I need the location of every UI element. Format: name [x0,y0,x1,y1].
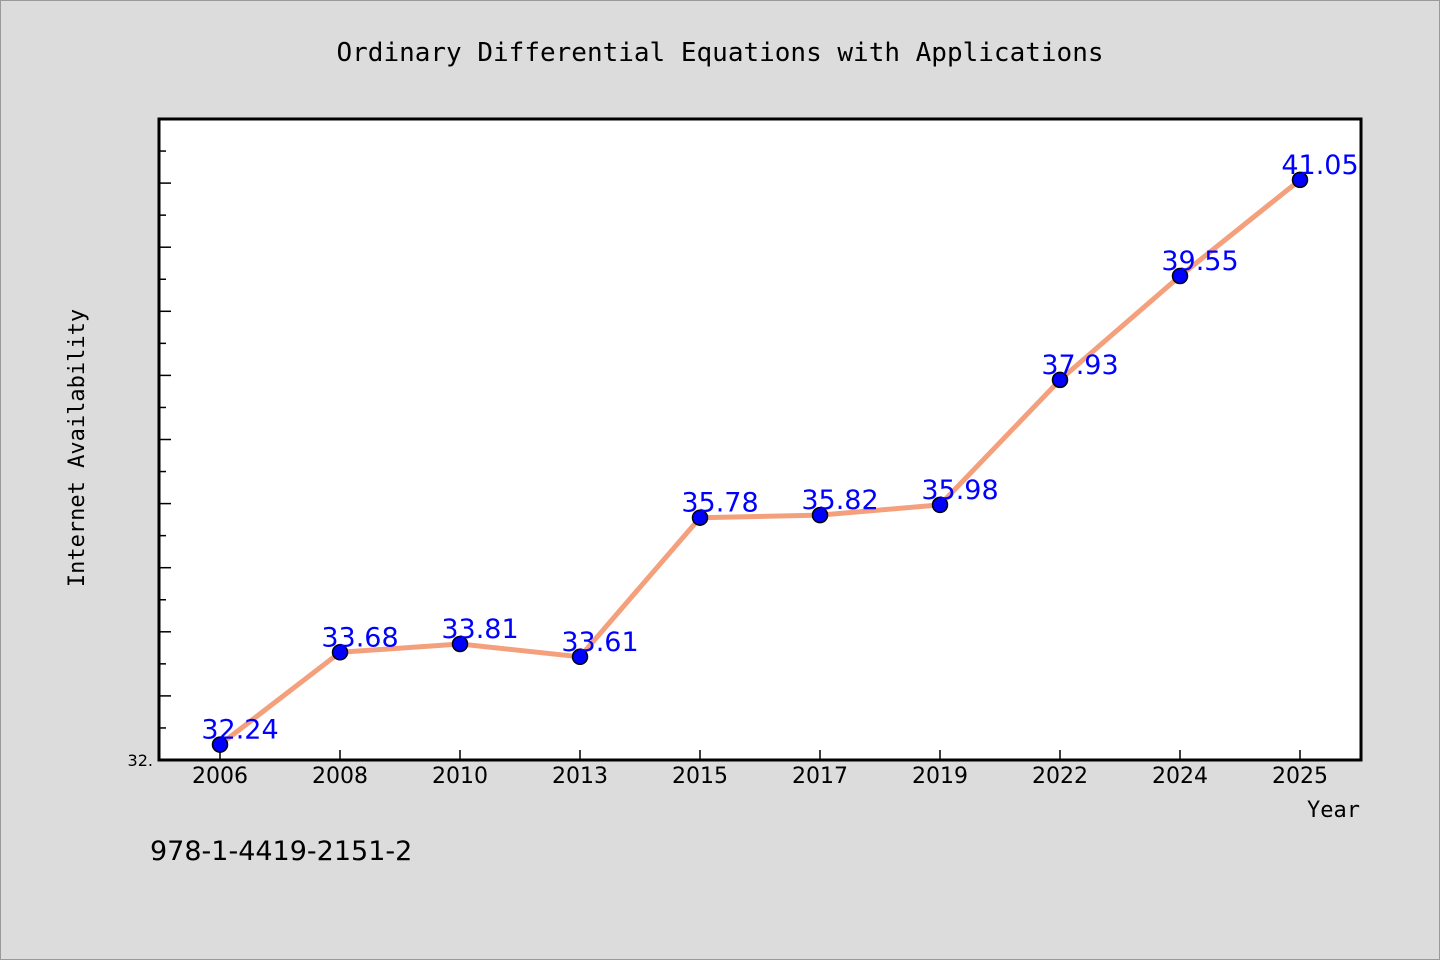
x-tick-label: 2025 [1272,764,1328,789]
data-label: 32.24 [201,715,278,746]
data-label: 39.55 [1161,246,1238,277]
data-point [811,506,829,524]
isbn-text: 978-1-4419-2151-2 [150,836,413,867]
y-tick-label: 32. [128,751,153,770]
data-label: 37.93 [1041,350,1118,381]
plot-area [157,117,1363,762]
x-tick-label: 2013 [552,764,608,789]
series-line [217,177,1303,748]
x-tick-label: 2017 [792,764,848,789]
data-labels: 32.24 33.68 33.81 33.61 35.78 35.82 35.98 37.93… [201,150,1358,746]
data-point [1171,267,1189,285]
data-point [211,736,229,753]
data-label: 33.68 [321,622,398,653]
data-label: 35.82 [801,485,878,516]
y-axis-label: Internet Availability [65,309,90,587]
x-tick-label: 2010 [432,764,488,789]
x-tick-label: 2024 [1152,764,1208,789]
data-point [451,635,469,653]
x-axis-tick-labels: 2006 2008 2010 2013 2015 2017 2019 2022 2024 2025 [192,764,1328,789]
data-point [691,509,709,526]
data-markers [211,171,1309,753]
data-point [1051,371,1069,389]
data-label: 35.78 [681,488,758,519]
data-point [571,648,589,666]
data-label: 33.81 [441,614,518,645]
data-point [331,644,349,661]
x-axis-label: Year [1307,798,1360,823]
data-point [1291,171,1309,189]
data-label: 33.61 [561,627,638,658]
x-tick-label: 2008 [312,764,368,789]
chart-title: Ordinary Differential Equations with App… [336,38,1103,68]
y-axis-ticks [159,150,171,729]
x-tick-label: 2019 [912,764,968,789]
x-tick-label: 2015 [672,764,728,789]
x-tick-label: 2006 [192,764,248,789]
data-label: 35.98 [921,475,998,506]
data-point [931,496,949,514]
x-tick-label: 2022 [1032,764,1088,789]
x-axis-ticks [219,750,1301,760]
data-label: 41.05 [1281,150,1358,181]
